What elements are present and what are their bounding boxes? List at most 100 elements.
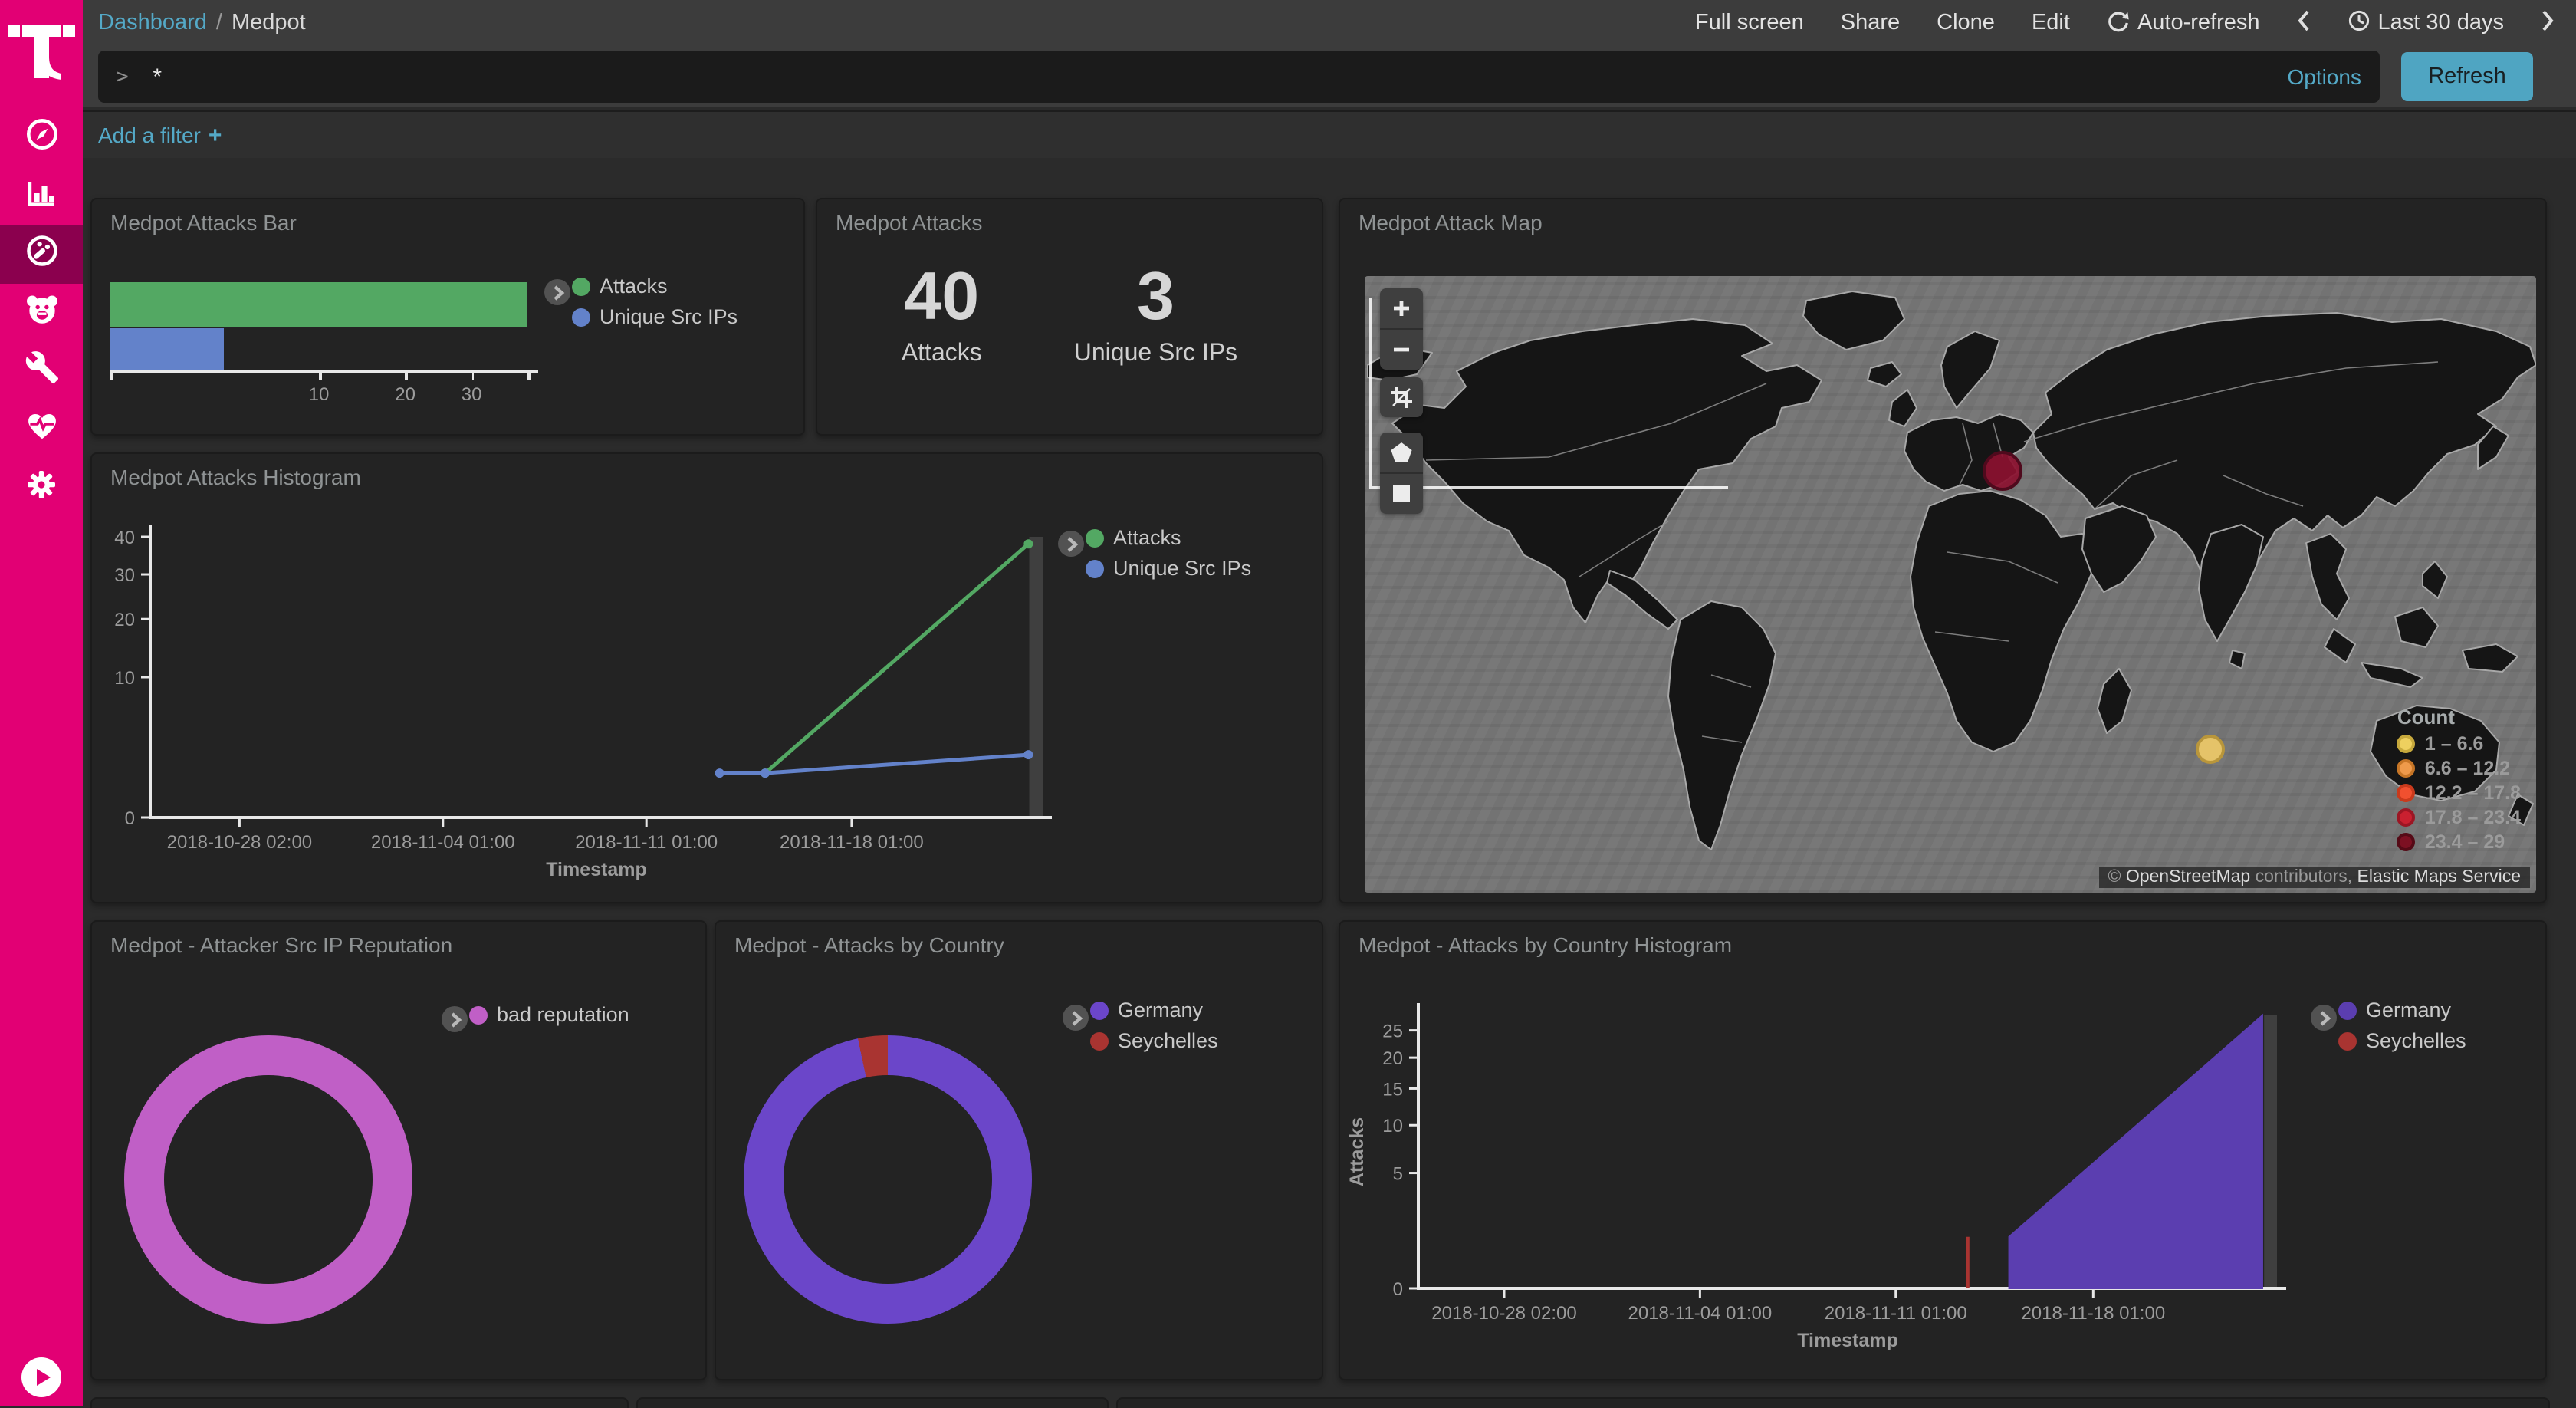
- edit-button[interactable]: Edit: [2031, 11, 2070, 35]
- legend-toggle-button[interactable]: [1063, 1005, 1089, 1031]
- draw-rectangle-button[interactable]: [1380, 472, 1423, 514]
- top-nav-actions: Full screen Share Clone Edit Auto-refres…: [1695, 8, 2555, 38]
- fullscreen-button[interactable]: Full screen: [1694, 11, 1804, 35]
- legend-range: 23.4 – 29: [2397, 831, 2521, 853]
- svg-text:25: 25: [1382, 1021, 1403, 1042]
- sidebar-item-discover[interactable]: [0, 109, 83, 167]
- clone-button[interactable]: Clone: [1937, 11, 1995, 35]
- panel-title: Medpot Attacks Bar: [110, 210, 297, 235]
- legend-item-germany[interactable]: Germany: [2338, 998, 2466, 1021]
- attack-point-indian-ocean-cluster[interactable]: [2196, 734, 2226, 764]
- x-axis: [110, 370, 538, 373]
- svg-text:2018-10-28 02:00: 2018-10-28 02:00: [1431, 1303, 1577, 1324]
- query-value: *: [153, 64, 162, 90]
- svg-text:15: 15: [1382, 1079, 1403, 1100]
- breadcrumb: Dashboard / Medpot: [98, 11, 306, 35]
- line-chart: 0 10 20 30 40 2018-10-28 02:00 2018-11-04 01:0…: [114, 525, 1052, 880]
- share-button[interactable]: Share: [1840, 11, 1901, 35]
- auto-refresh-button[interactable]: Auto-refresh: [2107, 8, 2260, 38]
- legend-item-seychelles[interactable]: Seychelles: [2338, 1029, 2466, 1052]
- openstreetmap-link[interactable]: OpenStreetMap: [2125, 868, 2251, 887]
- time-forward-button[interactable]: [2541, 8, 2555, 38]
- panel-title: Medpot - Attacker Src IP Reputation: [110, 933, 453, 957]
- legend-item-bad-reputation[interactable]: bad reputation: [469, 1003, 629, 1026]
- svg-text:20: 20: [1382, 1048, 1403, 1069]
- next-row-panel: [1116, 1397, 2550, 1408]
- svg-text:2018-10-28 02:00: 2018-10-28 02:00: [167, 832, 313, 853]
- svg-text:20: 20: [114, 610, 135, 630]
- legend-dot: [1086, 528, 1104, 547]
- panel-attacker-src-ip-reputation: Medpot - Attacker Src IP Reputation bad …: [90, 920, 707, 1380]
- time-back-button[interactable]: [2297, 8, 2311, 38]
- sidebar-nav: [0, 109, 83, 517]
- legend-dot: [1090, 1001, 1109, 1019]
- svg-text:10: 10: [1382, 1116, 1403, 1137]
- sidebar-item-dashboard[interactable]: [0, 225, 83, 284]
- sidebar-item-visualize[interactable]: [0, 167, 83, 225]
- sidebar-item-dev-tools[interactable]: [0, 342, 83, 400]
- sidebar-item-bear[interactable]: [0, 284, 83, 342]
- expand-nav-button[interactable]: [18, 1354, 64, 1400]
- draw-polygon-button[interactable]: [1380, 433, 1423, 472]
- legend-dot: [1090, 1031, 1109, 1050]
- refresh-button[interactable]: Refresh: [2401, 52, 2533, 101]
- time-range-picker[interactable]: Last 30 days: [2348, 8, 2504, 38]
- panel-title: Medpot - Attacks by Country Histogram: [1359, 933, 1733, 957]
- telekom-logo: [8, 15, 75, 89]
- metric-label: Attacks: [901, 340, 982, 367]
- legend-range: 6.6 – 12.2: [2397, 758, 2521, 779]
- attack-point-germany-cluster[interactable]: [1983, 451, 2023, 492]
- sidebar-item-management[interactable]: [0, 459, 83, 517]
- next-row-panel: [636, 1397, 1109, 1408]
- panel-title: Medpot Attacks Histogram: [110, 465, 361, 489]
- panel-medpot-attacks-histogram: Medpot Attacks Histogram 0 10 20 30 40 2018-1…: [90, 452, 1323, 903]
- legend-item-attacks[interactable]: Attacks: [572, 275, 738, 298]
- svg-text:2018-11-11 01:00: 2018-11-11 01:00: [1825, 1303, 1967, 1324]
- legend-item-germany[interactable]: Germany: [1090, 998, 1218, 1021]
- legend-toggle-button[interactable]: [442, 1006, 468, 1032]
- breadcrumb-separator: /: [215, 11, 222, 35]
- graticule-line: [1369, 298, 1372, 486]
- svg-text:40: 40: [114, 528, 135, 548]
- metric-value: 40: [904, 259, 980, 334]
- donut-chart-reputation[interactable]: [124, 1035, 412, 1324]
- metric-label: Unique Src IPs: [1073, 340, 1238, 367]
- query-input[interactable]: >_ * Options: [98, 51, 2380, 103]
- bar-attacks[interactable]: [110, 282, 527, 327]
- add-filter-button[interactable]: Add a filter +: [98, 122, 222, 148]
- breadcrumb-dashboard-link[interactable]: Dashboard: [98, 11, 207, 35]
- legend-toggle-button[interactable]: [2311, 1005, 2337, 1031]
- sidebar-item-monitoring[interactable]: [0, 400, 83, 459]
- legend-item-unique-src-ips[interactable]: Unique Src IPs: [1086, 557, 1251, 580]
- donut-chart-country[interactable]: [744, 1035, 1032, 1324]
- zoom-in-button[interactable]: [1380, 288, 1423, 328]
- bar-unique-src-ips[interactable]: [110, 327, 225, 370]
- legend-item-seychelles[interactable]: Seychelles: [1090, 1029, 1218, 1052]
- area-chart: 0 5 10 15 20 25 2018-10-28 02:00 2018-11-04 01:…: [1346, 1003, 2286, 1351]
- legend-dot: [2338, 1001, 2357, 1019]
- legend-dot: [469, 1005, 488, 1024]
- chevron-right-icon: [2541, 8, 2555, 38]
- legend: Germany Seychelles: [2338, 998, 2466, 1052]
- range-dot: [2397, 808, 2416, 827]
- metric-value: 3: [1136, 259, 1175, 334]
- legend-item-attacks[interactable]: Attacks: [1086, 526, 1251, 549]
- legend: Attacks Unique Src IPs: [572, 275, 738, 328]
- svg-text:0: 0: [1393, 1279, 1403, 1300]
- elastic-maps-service-link[interactable]: Elastic Maps Service: [2357, 868, 2521, 887]
- svg-text:5: 5: [1393, 1164, 1403, 1185]
- world-map[interactable]: Count 1 – 6.6 6.6 – 12.2 12.2 – 17.8 17.…: [1365, 276, 2536, 893]
- refresh-cycle-icon: [2107, 8, 2130, 38]
- legend-item-unique-src-ips[interactable]: Unique Src IPs: [572, 305, 738, 328]
- legend-toggle-button[interactable]: [1058, 531, 1084, 557]
- options-link[interactable]: Options: [2287, 64, 2362, 89]
- clock-icon: [2348, 8, 2371, 38]
- zoom-out-button[interactable]: [1380, 328, 1423, 370]
- svg-text:2018-11-18 01:00: 2018-11-18 01:00: [2021, 1303, 2165, 1324]
- main-area: Dashboard / Medpot Full screen Share Clo…: [83, 0, 2576, 1408]
- panel-medpot-attacks-metric: Medpot Attacks 40 Attacks 3 Unique Src I…: [816, 198, 1323, 436]
- gear-icon: [23, 465, 60, 510]
- legend-toggle-button[interactable]: [544, 279, 570, 305]
- crop-icon[interactable]: [1380, 377, 1423, 417]
- legend-dot: [572, 308, 590, 326]
